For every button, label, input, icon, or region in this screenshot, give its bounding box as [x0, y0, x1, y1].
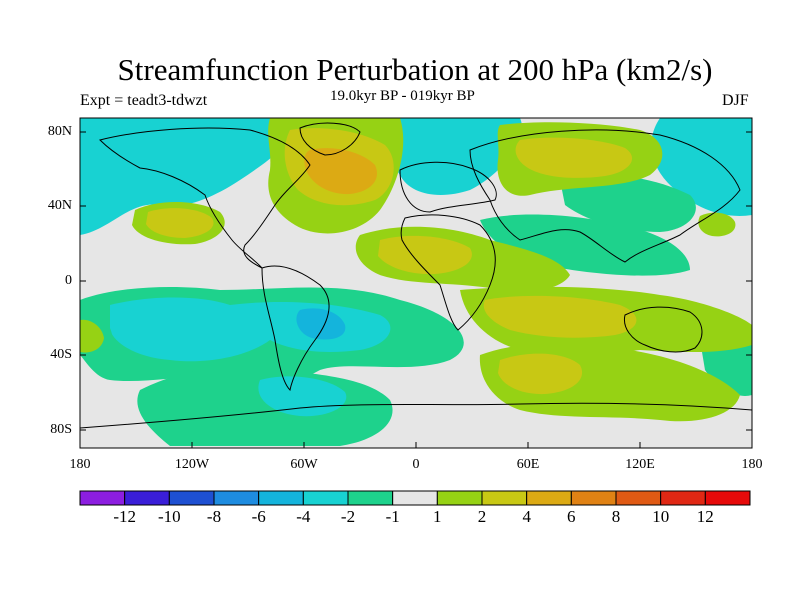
lon-label-0: 0: [412, 457, 420, 472]
pos-region-africa-core: [378, 235, 472, 275]
colorbar-swatch: [392, 490, 438, 506]
colorbar-swatch: [302, 490, 349, 506]
lon-label-60w: 60W: [290, 457, 318, 472]
lat-label-80n: 80N: [47, 124, 72, 139]
colorbar-label: -12: [113, 507, 137, 526]
colorbar-swatch: [347, 490, 394, 506]
colorbar-swatch: [79, 490, 126, 506]
contour-field: [80, 118, 752, 448]
pos-region-east-pacific-small: [698, 212, 736, 237]
colorbar-swatch: [526, 490, 572, 506]
colorbar-label: 4: [522, 507, 531, 526]
lat-label-80s: 80S: [50, 422, 72, 437]
colorbar-label: 1: [433, 507, 442, 526]
lat-label-40n: 40N: [47, 198, 72, 213]
colorbar-label: -6: [251, 507, 266, 526]
neg-region-north-pacific: [80, 118, 292, 235]
pos-region-southern-indian-core: [498, 353, 583, 395]
coast-south-america: [261, 265, 330, 392]
coast-africa: [400, 214, 496, 331]
pos-region-north-pacific-west-core: [146, 208, 214, 238]
map-title: Streamfunction Perturbation at 200 hPa (…: [117, 52, 713, 87]
pos-region-eurasia-core: [515, 137, 633, 178]
colorbar-swatch: [481, 490, 528, 506]
colorbar-swatch: [704, 490, 751, 506]
colorbar-swatch: [124, 490, 170, 506]
colorbar-swatch: [660, 490, 706, 506]
neg-region-south-america-deep: [296, 308, 346, 340]
colorbar-label: -2: [340, 507, 356, 526]
colorbar-swatch: [213, 490, 260, 506]
colorbar-label: -4: [296, 507, 311, 526]
coast-asia: [469, 129, 741, 263]
lat-label-40s: 40S: [50, 347, 72, 362]
pos-region-south-pacific-west: [80, 319, 104, 353]
colorbar: [79, 490, 751, 506]
neg-region-asia: [651, 118, 752, 216]
colorbar-label: 6: [567, 507, 576, 526]
lon-label-60e: 60E: [516, 457, 540, 472]
coast-greenland: [299, 122, 361, 156]
coastlines: [80, 122, 752, 429]
colorbar-label: 2: [477, 507, 487, 526]
axis-ticks: [79, 131, 753, 448]
colorbar-swatch: [570, 490, 617, 506]
coast-europe: [399, 161, 497, 213]
colorbar-swatch: [258, 490, 304, 506]
colorbar-label: -10: [157, 507, 181, 526]
lon-label-120e: 120E: [625, 457, 655, 472]
colorbar-label: 8: [611, 507, 621, 526]
colorbar-label: 10: [652, 507, 670, 526]
coast-antarctica: [80, 402, 752, 429]
neg-region-north-atlantic: [379, 118, 522, 195]
pos-region-south-indian-core: [483, 295, 637, 338]
colorbar-label: -8: [206, 507, 222, 526]
lat-label-equator: 0: [65, 273, 72, 288]
experiment-label: Expt = teadt3-tdwzt: [80, 92, 208, 109]
pos-region-north-america-peak: [304, 148, 378, 195]
colorbar-swatch: [436, 490, 483, 506]
colorbar-swatch: [615, 490, 662, 506]
colorbar-label: -1: [385, 507, 400, 526]
season-label: DJF: [722, 92, 749, 109]
colorbar-swatch: [168, 490, 215, 506]
lon-label-180e: 180: [741, 457, 763, 472]
coast-north-america: [99, 127, 311, 269]
lon-label-180w: 180: [69, 457, 91, 472]
period-label: 19.0kyr BP - 019kyr BP: [330, 88, 475, 104]
neg-region-north-pacific-east: [560, 175, 696, 232]
coast-australia: [623, 306, 703, 353]
lon-label-120w: 120W: [174, 457, 210, 472]
colorbar-label: 12: [696, 507, 714, 526]
